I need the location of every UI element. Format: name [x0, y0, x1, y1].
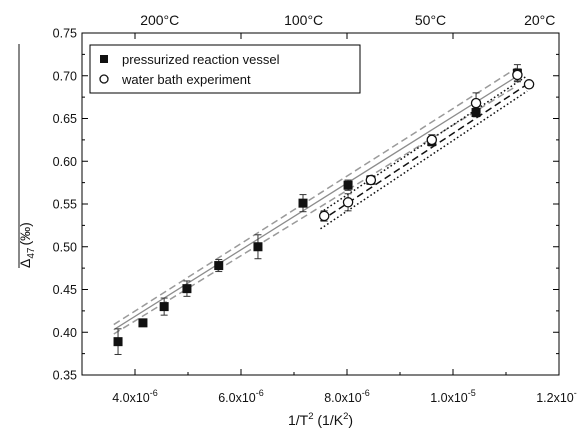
x-tick-label-mantissa: 1.0x10	[430, 391, 468, 405]
error-bars-layer	[114, 64, 533, 355]
x-tick-label-exponent: -5	[468, 388, 476, 398]
vessel-point-1	[138, 318, 148, 328]
water-bath-point-3	[426, 134, 438, 146]
legend-square-marker	[100, 55, 108, 63]
water-bath-point-4	[470, 97, 482, 109]
top-axis-label: 20°C	[524, 12, 555, 28]
water-bath-point-6	[523, 79, 535, 90]
x-tick-label: 1.0x10-5	[430, 388, 476, 405]
vessel-point-4	[214, 261, 224, 271]
legend: pressurized reaction vessel water bath e…	[89, 44, 361, 94]
y-tick-label: 0.50	[53, 240, 77, 254]
x-tick-label-exponent: -6	[150, 388, 158, 398]
legend-circle-marker	[99, 74, 109, 84]
vessel-point-3	[182, 284, 192, 294]
x-axis-title: 1/T2 (1/K2)	[288, 411, 353, 428]
vessel-point-2	[159, 302, 169, 312]
y-tick-label: 0.35	[53, 369, 77, 383]
fit-line-3	[320, 83, 528, 222]
fit-line-1	[113, 67, 518, 326]
x-axis-title-unit: (1/K	[313, 412, 343, 428]
fit-line-4	[320, 75, 528, 214]
y-axis-title-subscript: 47	[26, 247, 37, 259]
y-tick-label: 0.55	[53, 198, 77, 212]
y-tick-label: 0.65	[53, 112, 77, 126]
y-tick-label: 0.60	[53, 155, 77, 169]
legend-label-water-bath: water bath experiment	[121, 72, 251, 87]
x-tick-label-exponent: -6	[362, 388, 370, 398]
x-tick-label: 8.0x10-6	[324, 388, 370, 405]
vessel-point-10	[471, 108, 481, 118]
fit-line-0	[113, 76, 517, 331]
x-tick-label-exponent: -5	[574, 388, 577, 398]
x-tick-label: 1.2x10-5	[536, 388, 577, 405]
legend-box	[89, 44, 361, 94]
y-tick-label: 0.40	[53, 326, 77, 340]
y-axis-title-unit: (‰)	[17, 222, 33, 245]
y-axis-title-delta: Δ	[17, 259, 33, 268]
vessel-point-0	[113, 337, 123, 347]
x-axis: 4.0x10-66.0x10-68.0x10-61.0x10-51.2x10-5	[112, 33, 577, 405]
vessel-point-6	[298, 198, 308, 208]
x-tick-label: 6.0x10-6	[218, 388, 264, 405]
fit-lines-layer	[113, 67, 528, 335]
y-axis-title: Δ47 (‰)	[17, 222, 37, 268]
y-tick-label: 0.70	[53, 69, 77, 83]
fit-line-2	[113, 85, 517, 335]
top-axis-label: 200°C	[140, 12, 179, 28]
x-axis-title-sup: 2	[308, 411, 313, 422]
x-tick-label-mantissa: 8.0x10	[324, 391, 362, 405]
y-tick-label: 0.75	[53, 27, 77, 41]
water-bath-point-2	[365, 174, 377, 186]
water-bath-point-0	[318, 210, 330, 222]
x-axis-title-close: )	[348, 412, 353, 428]
x-axis-title-unit-sup: 2	[343, 411, 348, 422]
top-temperature-axis: 200°C 100°C 50°C 20°C	[140, 12, 555, 28]
y-tick-label: 0.45	[53, 283, 77, 297]
y-axis: 0.35 0.40 0.45 0.50 0.55 0.60 0.65 0.70 0.75	[53, 27, 559, 383]
fit-line-5	[320, 90, 528, 230]
x-tick-label-mantissa: 6.0x10	[218, 391, 256, 405]
x-tick-label-mantissa: 1.2x10	[536, 391, 574, 405]
water-bath-point-1	[342, 197, 354, 208]
vessel-point-7	[343, 180, 353, 190]
top-axis-label: 50°C	[415, 12, 446, 28]
vessel-point-5	[253, 242, 263, 252]
legend-label-vessel: pressurized reaction vessel	[122, 52, 280, 67]
x-tick-label: 4.0x10-6	[112, 388, 158, 405]
water-bath-point-5	[512, 69, 523, 81]
x-tick-label-mantissa: 4.0x10	[112, 391, 150, 405]
markers-layer	[113, 68, 535, 347]
top-axis-label: 100°C	[284, 12, 323, 28]
x-tick-label-exponent: -6	[256, 388, 264, 398]
